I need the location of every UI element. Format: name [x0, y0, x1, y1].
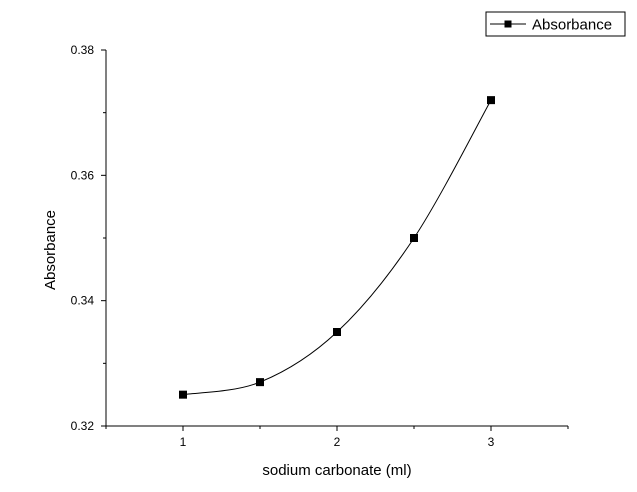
- y-tick-label: 0.38: [71, 43, 95, 57]
- x-tick-label: 2: [334, 435, 341, 449]
- legend-label: Absorbance: [532, 17, 612, 34]
- axes: [105, 50, 568, 427]
- data-point-marker: [487, 96, 495, 105]
- x-axis-title: sodium carbonate (ml): [262, 462, 411, 479]
- ticks: 0.32 0.34 0.36 0.38 1 2 3: [71, 43, 569, 449]
- x-tick-label: 1: [180, 435, 187, 449]
- y-tick-label: 0.34: [71, 294, 95, 308]
- data-point-marker: [333, 328, 341, 336]
- legend-marker: [504, 20, 512, 28]
- series-line: [182, 99, 492, 396]
- data-point-marker: [179, 390, 187, 399]
- data-point-marker: [256, 378, 264, 387]
- series-layer: [179, 96, 495, 399]
- y-tick-label: 0.32: [71, 419, 95, 433]
- data-point-marker: [410, 234, 418, 242]
- y-tick-label: 0.36: [71, 168, 95, 182]
- x-tick-label: 3: [488, 435, 495, 449]
- legend: Absorbance: [485, 11, 626, 37]
- y-axis-title: Absorbance: [42, 210, 59, 290]
